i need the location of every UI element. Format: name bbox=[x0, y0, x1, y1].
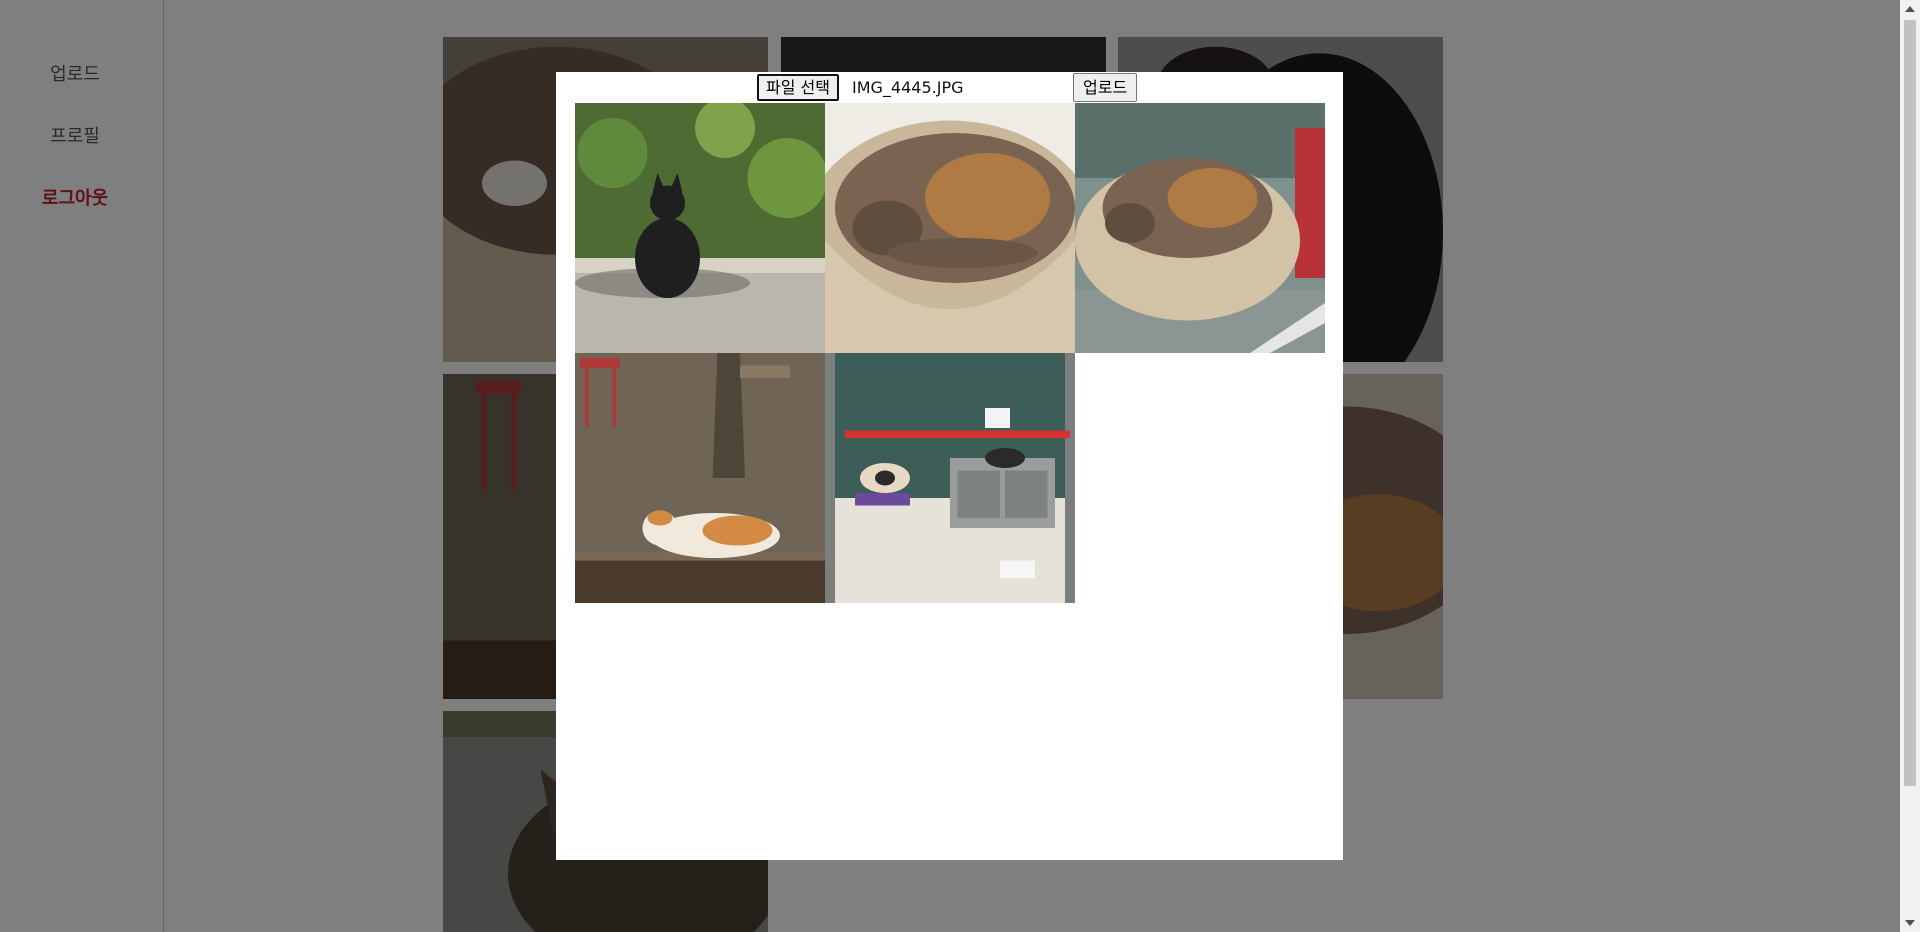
preview-photo-orange-cat[interactable] bbox=[575, 353, 825, 603]
scroll-down-icon[interactable] bbox=[1905, 920, 1915, 926]
file-select-button[interactable]: 파일 선택 bbox=[757, 74, 839, 101]
selected-file-name: IMG_4445.JPG bbox=[852, 78, 964, 97]
preview-photo-shelter[interactable] bbox=[825, 353, 1075, 603]
preview-photo-black-cat[interactable] bbox=[575, 103, 825, 353]
upload-modal: 파일 선택 IMG_4445.JPG 업로드 bbox=[556, 72, 1343, 860]
preview-photo-calico-bed[interactable] bbox=[825, 103, 1075, 353]
upload-button[interactable]: 업로드 bbox=[1073, 73, 1138, 102]
page-scrollbar[interactable] bbox=[1900, 0, 1920, 932]
scroll-thumb[interactable] bbox=[1904, 20, 1916, 786]
scroll-up-icon[interactable] bbox=[1905, 6, 1915, 12]
preview-photo-calico-window[interactable] bbox=[1075, 103, 1325, 353]
